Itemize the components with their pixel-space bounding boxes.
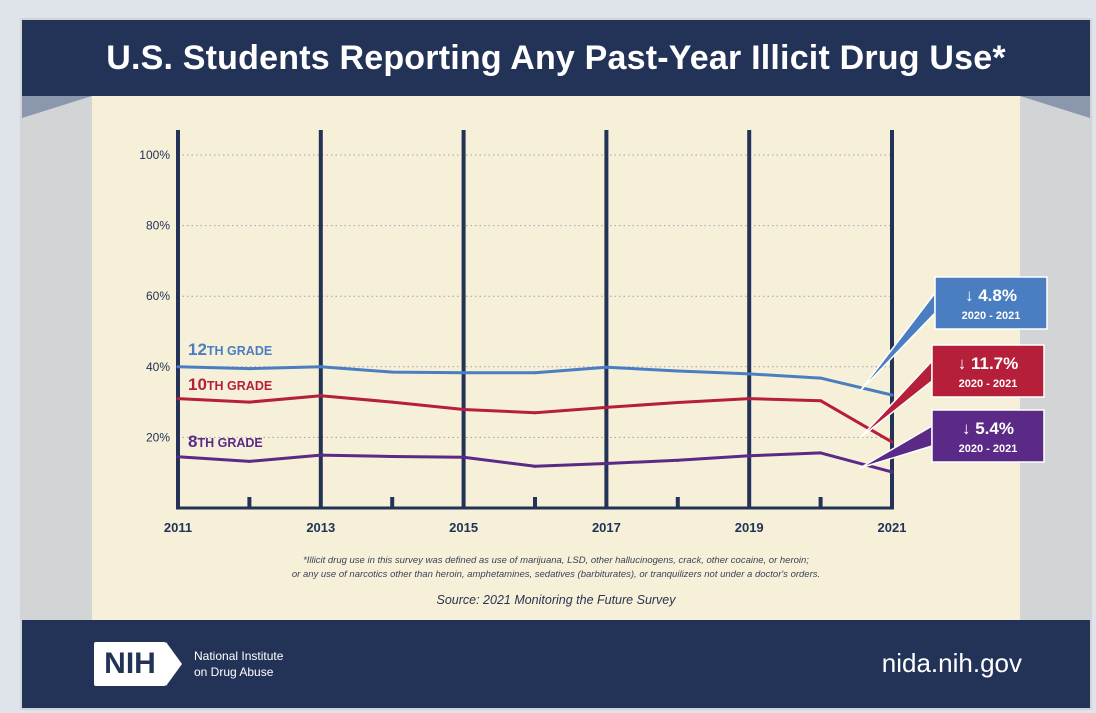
series-label: 10TH GRADE <box>188 375 272 394</box>
data-point <box>676 400 680 404</box>
data-point <box>247 367 251 371</box>
data-point <box>247 459 251 463</box>
data-point <box>533 371 537 375</box>
data-point <box>747 397 751 401</box>
data-point <box>819 399 823 403</box>
footnote-line-2: or any use of narcotics other than heroi… <box>292 569 820 580</box>
source-note: Source: 2021 Monitoring the Future Surve… <box>436 593 676 607</box>
data-point <box>604 365 608 369</box>
x-tick-label: 2019 <box>735 520 764 535</box>
nih-logo: NIH <box>94 642 166 686</box>
data-point <box>890 440 894 444</box>
data-point <box>819 376 823 380</box>
data-point <box>462 455 466 459</box>
y-tick-label: 20% <box>146 430 170 444</box>
x-tick-label: 2017 <box>592 520 621 535</box>
data-point <box>247 400 251 404</box>
data-point <box>462 371 466 375</box>
data-point <box>676 369 680 373</box>
callout-pointer <box>859 424 933 469</box>
x-tick-label: 2013 <box>306 520 335 535</box>
data-point <box>819 451 823 455</box>
callout-period: 2020 - 2021 <box>962 310 1021 322</box>
callout-period: 2020 - 2021 <box>959 378 1018 390</box>
data-point <box>390 400 394 404</box>
callout-box <box>931 344 1045 398</box>
y-tick-label: 40% <box>146 360 170 374</box>
title-banner: U.S. Students Reporting Any Past-Year Il… <box>22 20 1090 96</box>
series-line-2 <box>177 451 893 474</box>
data-point <box>390 454 394 458</box>
series-line-1 <box>177 394 893 444</box>
footnote-line-1: *Illicit drug use in this survey was def… <box>303 555 809 566</box>
nih-logo-chevron <box>166 642 182 686</box>
data-point <box>176 365 180 369</box>
footer-banner: NIH National Institute on Drug Abuse nid… <box>22 620 1090 708</box>
data-point <box>176 455 180 459</box>
data-point <box>319 453 323 457</box>
website-link[interactable]: nida.nih.gov <box>881 648 1022 678</box>
organization-name: National Institute on Drug Abuse <box>194 648 283 680</box>
data-point <box>462 408 466 412</box>
chart-title: U.S. Students Reporting Any Past-Year Il… <box>106 39 1006 77</box>
y-tick-label: 80% <box>146 219 170 233</box>
data-point <box>176 397 180 401</box>
organization-line-2: on Drug Abuse <box>194 665 274 679</box>
series-label: 8TH GRADE <box>188 432 263 451</box>
y-tick-label: 100% <box>139 148 170 162</box>
callout-period: 2020 - 2021 <box>959 443 1018 455</box>
data-point <box>604 462 608 466</box>
organization-line-1: National Institute <box>194 649 284 663</box>
data-point <box>604 405 608 409</box>
callout-change-value: ↓ 4.8% <box>965 286 1017 305</box>
series-label: 12TH GRADE <box>188 340 272 359</box>
data-point <box>676 458 680 462</box>
x-tick-label: 2021 <box>878 520 907 535</box>
x-tick-label: 2011 <box>164 520 192 535</box>
data-point <box>319 365 323 369</box>
data-point <box>533 464 537 468</box>
axes: 20% 40% 60% 80% 100% 2011 2013 2015 2017 2019 2021 <box>139 148 906 535</box>
data-point <box>747 454 751 458</box>
callout-change-value: ↓ 11.7% <box>958 354 1019 373</box>
data-point <box>533 411 537 415</box>
x-tick-label: 2015 <box>449 520 478 535</box>
y-tick-label: 60% <box>146 289 170 303</box>
chart-panel <box>92 96 1020 620</box>
footnotes: *Illicit drug use in this survey was def… <box>292 555 820 607</box>
callout-change-value: ↓ 5.4% <box>962 419 1014 438</box>
data-point <box>890 393 894 397</box>
callout-box <box>931 409 1045 463</box>
data-point <box>747 372 751 376</box>
series-lines <box>176 365 894 474</box>
callout-pointer <box>859 359 933 439</box>
series-line-0 <box>177 365 893 397</box>
series-labels: 12TH GRADE 10TH GRADE 8TH GRADE <box>188 340 272 451</box>
data-point <box>319 394 323 398</box>
callout-box <box>934 276 1048 330</box>
change-callouts: ↓ 4.8% 2020 - 2021 ↓ 11.7% 2020 - 2021 ↓ 5.4… <box>859 276 1048 469</box>
data-point <box>390 370 394 374</box>
grid <box>176 130 894 508</box>
right-ribbon-fold <box>1020 96 1090 118</box>
data-point <box>890 470 894 474</box>
left-ribbon-fold <box>22 96 92 118</box>
